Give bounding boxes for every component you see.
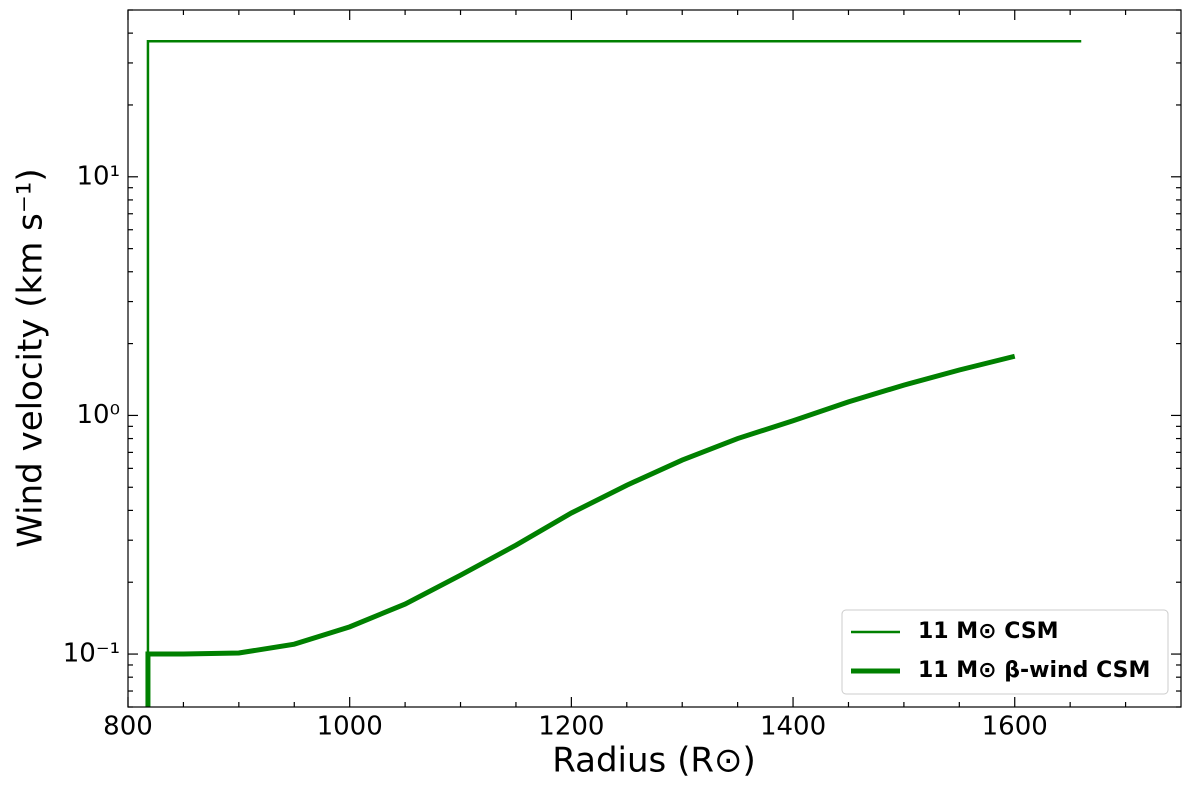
- legend-label: 11 M⊙ CSM: [918, 619, 1059, 644]
- x-tick-label: 1200: [538, 712, 604, 742]
- y-tick-label: 10⁰: [76, 400, 120, 430]
- data-line: [145, 353, 1016, 707]
- x-tick-label: 800: [103, 712, 153, 742]
- x-tick-label: 1000: [317, 712, 383, 742]
- y-axis-label: Wind velocity (km s⁻¹): [11, 168, 51, 547]
- y-tick-label: 10¹: [76, 161, 120, 191]
- x-tick-label: 1600: [982, 712, 1048, 742]
- y-tick-label: 10⁻¹: [63, 639, 120, 669]
- plot-frame: [127, 9, 1182, 708]
- data-line: [146, 39, 1082, 707]
- x-axis-label: Radius (R⊙): [552, 741, 755, 781]
- legend-label: 11 M⊙ β-wind CSM: [918, 658, 1150, 683]
- legend-box: [841, 609, 1169, 695]
- x-tick-label: 1400: [760, 712, 826, 742]
